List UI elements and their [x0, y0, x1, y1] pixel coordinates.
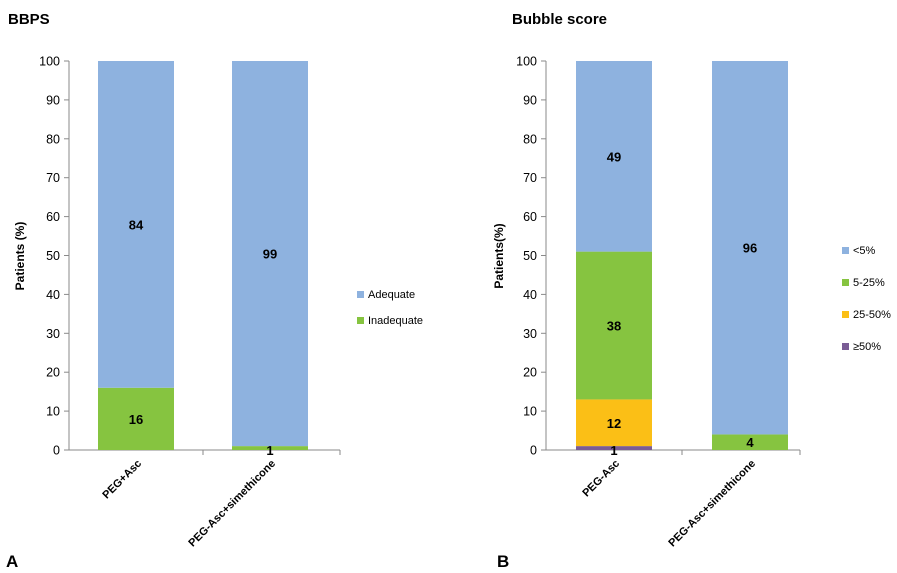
- chart-a-legend-swatch: [357, 317, 364, 324]
- chart-a-ytick-label: 0: [53, 444, 60, 458]
- chart-a-legend-label: Inadequate: [368, 315, 423, 327]
- chart-a-bar-segment: [232, 61, 308, 447]
- chart-b-ytick-label: 20: [523, 366, 537, 380]
- chart-a-ytick-label: 20: [46, 366, 60, 380]
- chart-b-ytick-label: 70: [523, 171, 537, 185]
- chart-b-data-label: 38: [607, 319, 621, 334]
- chart-b-bar-segment: [712, 434, 788, 450]
- chart-a-ytick-label: 100: [39, 55, 60, 69]
- chart-b-ytick-label: 0: [530, 444, 537, 458]
- chart-b-data-label: 96: [743, 241, 757, 256]
- chart-a-ytick-label: 10: [46, 405, 60, 419]
- chart-a-ytick-label: 80: [46, 132, 60, 146]
- chart-b-bar-segment: [576, 446, 652, 450]
- chart-b-legend-label: 25-50%: [853, 309, 891, 321]
- chart-b-legend-swatch: [842, 343, 849, 350]
- chart-b-bar-segment: [576, 61, 652, 252]
- chart-b-plot: 0 10 20 30 40 50 60 70 80 90 100 PEG-Asc PEG-Asc+sim…: [516, 55, 891, 550]
- chart-b-ylabel: Patients(%): [492, 223, 506, 288]
- chart-b-data-label: 4: [746, 435, 754, 450]
- chart-b-category-label: PEG-Asc+simethicone: [666, 458, 758, 550]
- chart-b-ytick-label: 60: [523, 210, 537, 224]
- chart-b-legend-label: 5-25%: [853, 277, 885, 289]
- chart-b-bar-segment: [712, 61, 788, 435]
- chart-b-ytick-label: 80: [523, 132, 537, 146]
- chart-a-data-label: 1: [266, 443, 273, 458]
- chart-a-legend-label: Adequate: [368, 289, 415, 301]
- chart-a-ytick-label: 60: [46, 210, 60, 224]
- chart-b-data-label: 1: [610, 443, 617, 458]
- chart-a-data-label: 99: [263, 247, 277, 262]
- chart-b-panel-letter: B: [497, 552, 509, 571]
- chart-b-bar-segment: [576, 399, 652, 447]
- chart-b-ytick-label: 50: [523, 249, 537, 263]
- chart-a-ylabel: Patients (%): [13, 222, 27, 291]
- chart-b-legend-label: <5%: [853, 245, 876, 257]
- chart-a-bar-segment: [98, 387, 174, 450]
- chart-b-ytick-label: 10: [523, 405, 537, 419]
- chart-a-bar-segment: [98, 61, 174, 388]
- chart-b-ytick-label: 100: [516, 55, 537, 69]
- chart-a-legend-swatch: [357, 291, 364, 298]
- chart-b-legend-swatch: [842, 311, 849, 318]
- chart-a-panel-letter: A: [6, 552, 18, 571]
- chart-b-title: Bubble score: [512, 11, 607, 28]
- chart-a-bar-segment: [232, 446, 308, 450]
- chart-a-data-label: 84: [129, 217, 144, 232]
- chart-a-ytick-label: 30: [46, 327, 60, 341]
- chart-a-ytick-label: 70: [46, 171, 60, 185]
- chart-a-ytick-label: 90: [46, 93, 60, 107]
- chart-b-ytick-label: 30: [523, 327, 537, 341]
- chart-a-plot: 0 10 20 30 40 50 60 70 80 90 100 PEG+Asc PEG-Asc+sim…: [39, 55, 423, 550]
- chart-a-title: BBPS: [8, 11, 50, 28]
- chart-b-data-label: 49: [607, 149, 621, 164]
- chart-a-category-label: PEG-Asc+simethicone: [186, 458, 278, 550]
- chart-a-category-label: PEG+Asc: [100, 458, 144, 502]
- chart-a-ytick-label: 50: [46, 249, 60, 263]
- chart-b-ytick-label: 90: [523, 93, 537, 107]
- chart-b-category-label: PEG-Asc: [580, 458, 622, 500]
- chart-b-legend-swatch: [842, 279, 849, 286]
- chart-b-ytick-label: 40: [523, 288, 537, 302]
- chart-b-bar-segment: [576, 251, 652, 400]
- chart-a-data-label: 16: [129, 412, 143, 427]
- chart-b-legend-swatch: [842, 247, 849, 254]
- chart-b-legend-label: ≥50%: [853, 341, 881, 353]
- chart-b-data-label: 12: [607, 416, 621, 431]
- chart-a-ytick-label: 40: [46, 288, 60, 302]
